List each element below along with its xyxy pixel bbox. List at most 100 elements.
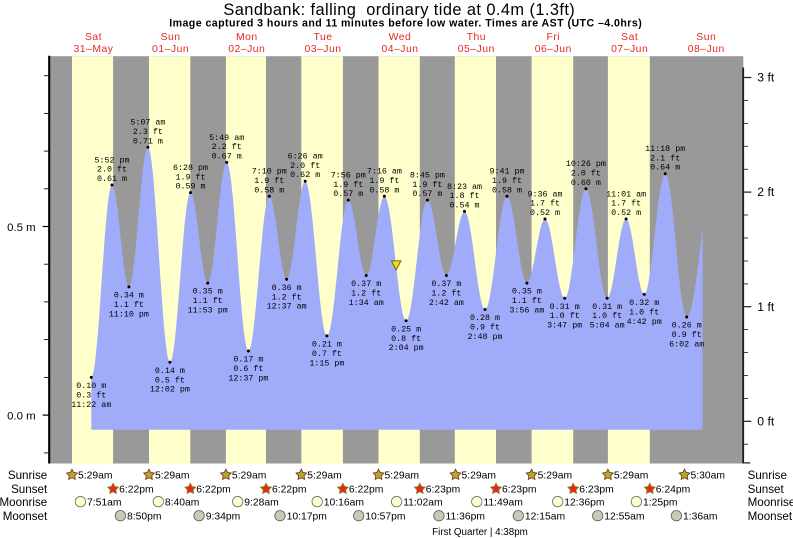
svg-text:8:40am: 8:40am — [165, 497, 200, 508]
svg-text:1 ft: 1 ft — [757, 300, 775, 314]
svg-text:2 ft: 2 ft — [757, 185, 775, 199]
svg-text:1:15 pm: 1:15 pm — [309, 358, 344, 368]
svg-text:11:49am: 11:49am — [483, 497, 523, 508]
svg-text:0.10 m: 0.10 m — [76, 381, 106, 391]
svg-text:2.2 ft: 2.2 ft — [212, 142, 242, 152]
svg-text:1.1 ft: 1.1 ft — [512, 296, 542, 306]
svg-text:0.34 m: 0.34 m — [114, 291, 144, 301]
svg-text:0.25 m: 0.25 m — [391, 324, 421, 334]
svg-text:6:28 pm: 6:28 pm — [173, 163, 208, 173]
svg-text:Moonrise: Moonrise — [0, 496, 47, 509]
svg-text:0.64 m: 0.64 m — [650, 163, 680, 173]
svg-text:12:37 pm: 12:37 pm — [228, 373, 268, 383]
svg-text:9:28am: 9:28am — [244, 497, 279, 508]
svg-text:08–Jun: 08–Jun — [688, 44, 725, 55]
svg-text:4:42 pm: 4:42 pm — [627, 317, 662, 327]
svg-text:0.9 ft: 0.9 ft — [470, 323, 500, 333]
svg-text:0.21 m: 0.21 m — [312, 340, 342, 350]
svg-text:0.0 m: 0.0 m — [7, 411, 36, 423]
svg-text:07–Jun: 07–Jun — [611, 44, 648, 55]
svg-text:0.52 m: 0.52 m — [611, 208, 641, 218]
svg-text:0.52 m: 0.52 m — [530, 208, 560, 218]
svg-text:5:49 am: 5:49 am — [209, 133, 244, 143]
svg-text:First Quarter | 4:38pm: First Quarter | 4:38pm — [432, 527, 528, 538]
svg-text:7:56 pm: 7:56 pm — [331, 171, 366, 181]
svg-text:8:50pm: 8:50pm — [127, 511, 162, 522]
svg-text:0.5 m: 0.5 m — [7, 222, 36, 234]
svg-text:Moonset: Moonset — [3, 510, 48, 523]
svg-text:1:34 am: 1:34 am — [349, 298, 384, 308]
svg-text:10:16am: 10:16am — [324, 497, 364, 508]
svg-text:9:36 am: 9:36 am — [527, 189, 562, 199]
svg-text:1.2 ft: 1.2 ft — [272, 292, 302, 302]
svg-text:7:16 am: 7:16 am — [367, 167, 402, 177]
svg-text:1.2 ft: 1.2 ft — [431, 289, 461, 299]
svg-text:0.37 m: 0.37 m — [431, 279, 461, 289]
svg-text:9:34pm: 9:34pm — [206, 511, 241, 522]
svg-text:11:01 am: 11:01 am — [606, 189, 646, 199]
svg-text:9:41 pm: 9:41 pm — [489, 167, 524, 177]
svg-text:Sun: Sun — [696, 32, 716, 43]
svg-text:6:23pm: 6:23pm — [579, 485, 614, 496]
svg-text:Image captured 3 hours and 11: Image captured 3 hours and 11 minutes be… — [169, 18, 642, 30]
svg-text:5:04 am: 5:04 am — [590, 321, 625, 331]
svg-text:8:23 am: 8:23 am — [447, 182, 482, 192]
svg-text:31–May: 31–May — [74, 44, 114, 55]
svg-text:0.60 m: 0.60 m — [571, 178, 601, 188]
svg-text:01–Jun: 01–Jun — [152, 44, 189, 55]
svg-text:1.2 ft: 1.2 ft — [351, 289, 381, 299]
svg-text:0.17 m: 0.17 m — [233, 355, 263, 365]
svg-text:5:52 pm: 5:52 pm — [94, 155, 129, 165]
svg-text:0.7 ft: 0.7 ft — [312, 349, 342, 359]
svg-text:1:25pm: 1:25pm — [643, 497, 678, 508]
svg-text:0.61 m: 0.61 m — [97, 174, 127, 184]
svg-text:Tue: Tue — [313, 32, 332, 43]
svg-text:11:10 pm: 11:10 pm — [109, 309, 149, 319]
svg-text:11:02am: 11:02am — [403, 497, 443, 508]
svg-text:0.59 m: 0.59 m — [175, 182, 205, 192]
svg-text:Sunset: Sunset — [748, 483, 785, 496]
svg-text:5:29am: 5:29am — [614, 471, 649, 482]
svg-text:3 ft: 3 ft — [757, 71, 775, 85]
svg-text:0.28 m: 0.28 m — [470, 313, 500, 323]
svg-text:7:51am: 7:51am — [87, 497, 122, 508]
svg-text:1.0 ft: 1.0 ft — [550, 311, 580, 321]
svg-text:5:29am: 5:29am — [155, 471, 190, 482]
svg-text:0.9 ft: 0.9 ft — [672, 330, 702, 340]
svg-text:5:29am: 5:29am — [385, 471, 420, 482]
svg-text:2:42 am: 2:42 am — [429, 298, 464, 308]
svg-text:0.3 ft: 0.3 ft — [76, 390, 106, 400]
svg-text:04–Jun: 04–Jun — [381, 44, 418, 55]
svg-text:5:07 am: 5:07 am — [130, 118, 165, 128]
svg-text:0.58 m: 0.58 m — [492, 185, 522, 195]
svg-text:10:57pm: 10:57pm — [365, 511, 405, 522]
svg-text:0.37 m: 0.37 m — [351, 279, 381, 289]
svg-text:Sunrise: Sunrise — [748, 469, 787, 482]
svg-text:Wed: Wed — [389, 32, 412, 43]
svg-text:0.54 m: 0.54 m — [449, 200, 479, 210]
svg-text:5:29am: 5:29am — [307, 471, 342, 482]
svg-text:Sun: Sun — [161, 32, 181, 43]
svg-text:6:23pm: 6:23pm — [502, 485, 537, 496]
svg-text:0.14 m: 0.14 m — [155, 366, 185, 376]
svg-text:1.7 ft: 1.7 ft — [611, 199, 641, 209]
svg-text:1.8 ft: 1.8 ft — [449, 191, 479, 201]
svg-text:8:45 pm: 8:45 pm — [410, 171, 445, 181]
svg-text:0.57 m: 0.57 m — [333, 189, 363, 199]
svg-text:Sandbank: falling ordinary ti: Sandbank: falling ordinary tide at 0.4m … — [223, 1, 575, 19]
svg-text:11:53 pm: 11:53 pm — [188, 306, 228, 316]
svg-text:6:22pm: 6:22pm — [349, 485, 384, 496]
svg-text:03–Jun: 03–Jun — [304, 44, 341, 55]
svg-text:0.36 m: 0.36 m — [272, 283, 302, 293]
svg-text:1.7 ft: 1.7 ft — [530, 199, 560, 209]
svg-text:7:10 pm: 7:10 pm — [252, 167, 287, 177]
svg-text:12:55am: 12:55am — [604, 511, 644, 522]
svg-text:6:26 am: 6:26 am — [288, 152, 323, 162]
svg-text:11:18 pm: 11:18 pm — [645, 144, 685, 154]
svg-text:Fri: Fri — [546, 32, 560, 43]
svg-text:1.1 ft: 1.1 ft — [114, 300, 144, 310]
svg-text:0.26 m: 0.26 m — [672, 321, 702, 331]
svg-text:5:29am: 5:29am — [232, 471, 267, 482]
svg-text:Moonrise: Moonrise — [748, 496, 793, 509]
svg-text:12:02 pm: 12:02 pm — [150, 385, 190, 395]
